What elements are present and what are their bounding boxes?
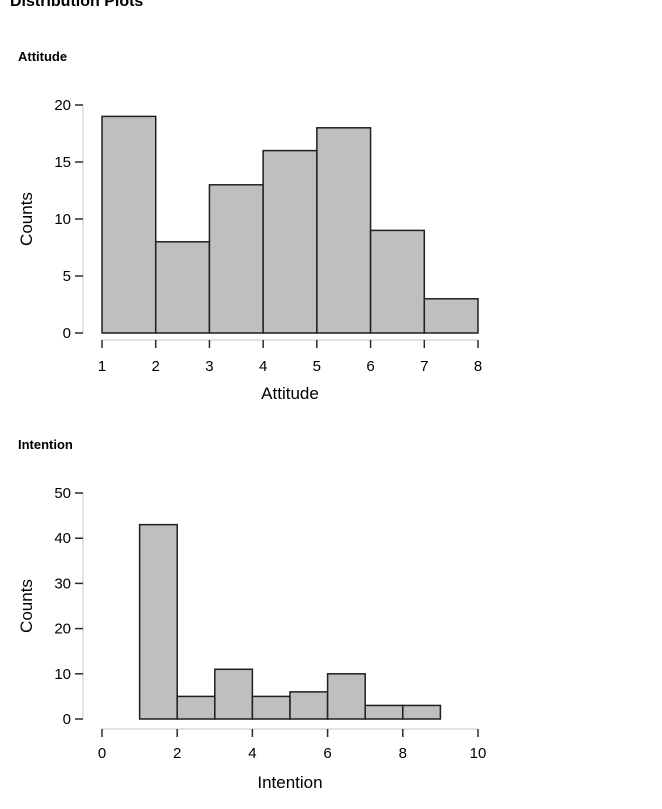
x-tick-label: 7: [420, 358, 428, 375]
y-tick-label: 5: [63, 268, 71, 285]
histogram-bar: [208, 184, 264, 334]
y-tick-label: 0: [63, 711, 71, 728]
y-tick-label: 20: [54, 97, 71, 114]
y-tick-label: 0: [63, 325, 71, 342]
histogram-bar: [154, 241, 211, 334]
histogram-bar: [176, 695, 216, 720]
x-axis-title: Attitude: [261, 384, 319, 403]
y-tick-label: 15: [54, 154, 71, 171]
histogram-bar: [402, 704, 442, 720]
section-header-intention: Intention: [18, 437, 73, 452]
histogram-bar: [326, 673, 366, 720]
x-tick-label: 4: [259, 358, 267, 375]
x-tick-label: 10: [470, 745, 487, 762]
x-tick-label: 8: [474, 358, 482, 375]
y-tick-label: 10: [54, 211, 71, 228]
x-axis-title: Intention: [257, 773, 322, 792]
histogram-bar: [364, 704, 404, 720]
histogram-bar: [101, 115, 157, 334]
x-tick-label: 6: [323, 745, 331, 762]
histogram-bar: [214, 668, 254, 720]
x-tick-label: 8: [399, 745, 407, 762]
histogram-bar: [251, 695, 291, 720]
histogram-bar: [262, 149, 318, 334]
y-tick-label: 20: [54, 621, 71, 638]
attitude-histogram: 0 5 10 15 20 1 2 3 4 5 6 7 8 Attitude Counts: [17, 97, 482, 403]
histogram-bar: [316, 127, 372, 334]
x-tick-label: 3: [205, 358, 213, 375]
histogram-bar: [138, 523, 178, 720]
x-tick-label: 2: [173, 745, 181, 762]
x-tick-label: 2: [152, 358, 160, 375]
y-tick-label: 30: [54, 575, 71, 592]
x-tick-label: 0: [98, 745, 106, 762]
intention-histogram: 0 10 20 30 40 50 0 2 4 6 8 10 Intention Counts: [17, 485, 487, 792]
x-tick-label: 6: [366, 358, 374, 375]
histogram-bar: [369, 229, 426, 334]
histogram-bar: [289, 691, 329, 720]
y-tick-label: 50: [54, 485, 71, 502]
x-tick-label: 4: [248, 745, 256, 762]
x-tick-label: 1: [98, 358, 106, 375]
y-tick-label: 40: [54, 530, 71, 547]
y-axis-title: Counts: [17, 192, 36, 246]
y-axis-title: Counts: [17, 579, 36, 633]
y-tick-label: 10: [54, 666, 71, 683]
section-header-attitude: Attitude: [18, 49, 68, 64]
histogram-bar: [423, 298, 479, 334]
x-tick-label: 5: [313, 358, 321, 375]
page-title: Distribution Plots: [10, 0, 144, 10]
